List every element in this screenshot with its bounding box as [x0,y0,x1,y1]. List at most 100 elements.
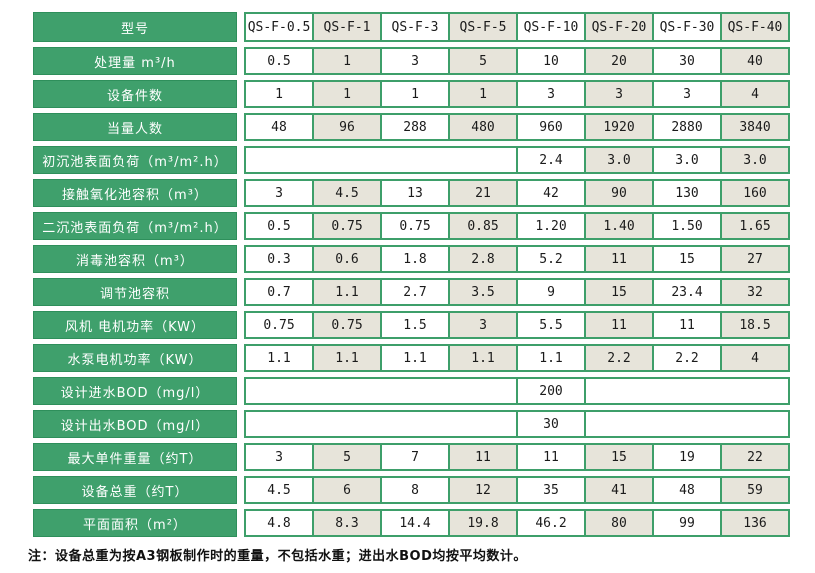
table-row: 消毒池容积（m³） 0.3 0.6 1.8 2.8 5.2 11 15 27 [33,245,790,273]
table-row: 初沉池表面负荷（m³/m².h） 2.4 3.0 3.0 3.0 [33,146,790,174]
table-cell: 15 [584,278,654,306]
table-cell: 13 [380,179,450,207]
table-cell: 0.3 [244,245,314,273]
table-cell: 3 [244,179,314,207]
table-row: 水泵电机功率（KW） 1.1 1.1 1.1 1.1 1.1 2.2 2.2 4 [33,344,790,372]
table-cell: 3 [448,311,518,339]
table-cell: 3.0 [584,146,654,174]
row-cells: 1.1 1.1 1.1 1.1 1.1 2.2 2.2 4 [244,344,790,372]
table-cell: 22 [720,443,790,471]
table-row: 当量人数 48 96 288 480 960 1920 2880 3840 [33,113,790,141]
table-cell: 1.5 [380,311,450,339]
model-header-cell: QS-F-10 [516,12,586,42]
table-cell: 11 [448,443,518,471]
table-cell: 32 [720,278,790,306]
table-cell: 3.0 [720,146,790,174]
table-cell: 1920 [584,113,654,141]
table-cell: 27 [720,245,790,273]
table-cell: 1.20 [516,212,586,240]
table-cell: 3.5 [448,278,518,306]
row-cells: 48 96 288 480 960 1920 2880 3840 [244,113,790,141]
table-cell: 9 [516,278,586,306]
table-cell: 11 [584,311,654,339]
table-row: 接触氧化池容积（m³） 3 4.5 13 21 42 90 130 160 [33,179,790,207]
row-label: 水泵电机功率（KW） [33,344,237,372]
table-cell: 40 [720,47,790,75]
table-cell: 15 [652,245,722,273]
table-cell: 2.2 [652,344,722,372]
table-cell: 96 [312,113,382,141]
row-label: 设备总重（约T） [33,476,237,504]
table-cell: 0.75 [312,311,382,339]
merged-cell [244,410,518,438]
table-cell: 0.75 [244,311,314,339]
table-cell: 480 [448,113,518,141]
table-cell: 0.6 [312,245,382,273]
table-cell: 8 [380,476,450,504]
table-cell: 1.1 [312,344,382,372]
table-cell: 59 [720,476,790,504]
table-cell: 1.8 [380,245,450,273]
table-row: 设备件数 1 1 1 1 3 3 3 4 [33,80,790,108]
table-cell: 8.3 [312,509,382,537]
table-cell: 3 [584,80,654,108]
table-cell: 1.65 [720,212,790,240]
row-cells: 0.5 0.75 0.75 0.85 1.20 1.40 1.50 1.65 [244,212,790,240]
row-cells: 2.4 3.0 3.0 3.0 [244,146,790,174]
table-cell: 4.5 [244,476,314,504]
merged-cell [584,410,790,438]
table-row: 最大单件重量（约T） 3 5 7 11 11 15 19 22 [33,443,790,471]
table-cell: 1 [312,47,382,75]
table-cell: 19.8 [448,509,518,537]
table-cell: 136 [720,509,790,537]
table-cell: 14.4 [380,509,450,537]
table-cell: 6 [312,476,382,504]
table-row: 设计出水BOD（mg/l） 30 [33,410,790,438]
table-cell: 23.4 [652,278,722,306]
table-cell: 2.7 [380,278,450,306]
row-cells: 200 [244,377,790,405]
row-label: 风机 电机功率（KW） [33,311,237,339]
table-cell: 90 [584,179,654,207]
row-label: 设计出水BOD（mg/l） [33,410,237,438]
table-cell: 4.8 [244,509,314,537]
table-cell: 0.75 [380,212,450,240]
merged-cell [584,377,790,405]
row-cells: 0.5 1 3 5 10 20 30 40 [244,47,790,75]
table-header-row: 型号 QS-F-0.5 QS-F-1 QS-F-3 QS-F-5 QS-F-10 QS-F-… [33,12,790,42]
table-cell: 1.50 [652,212,722,240]
table-row: 处理量 m³/h 0.5 1 3 5 10 20 30 40 [33,47,790,75]
table-cell: 0.5 [244,212,314,240]
table-cell: 960 [516,113,586,141]
row-label: 二沉池表面负荷（m³/m².h） [33,212,237,240]
table-row: 风机 电机功率（KW） 0.75 0.75 1.5 3 5.5 11 11 18.5 [33,311,790,339]
model-header-cell: QS-F-3 [380,12,450,42]
table-cell: 3.0 [652,146,722,174]
table-cell: 11 [584,245,654,273]
table-cell: 3 [516,80,586,108]
merged-cell [244,377,518,405]
table-row: 平面面积（m²） 4.8 8.3 14.4 19.8 46.2 80 99 136 [33,509,790,537]
model-header-cell: QS-F-20 [584,12,654,42]
table-cell: 12 [448,476,518,504]
row-label: 初沉池表面负荷（m³/m².h） [33,146,237,174]
table-cell: 1 [312,80,382,108]
table-cell: 1.1 [516,344,586,372]
table-cell: 7 [380,443,450,471]
table-cell: 1.40 [584,212,654,240]
table-cell: 1 [380,80,450,108]
table-cell: 0.7 [244,278,314,306]
table-cell: 10 [516,47,586,75]
table-cell: 11 [652,311,722,339]
model-header-cell: QS-F-30 [652,12,722,42]
table-cell: 2.2 [584,344,654,372]
model-header-cell: QS-F-5 [448,12,518,42]
row-cells: 3 5 7 11 11 15 19 22 [244,443,790,471]
row-label: 最大单件重量（约T） [33,443,237,471]
row-cells: 30 [244,410,790,438]
table-cell: 4 [720,344,790,372]
table-cell: 288 [380,113,450,141]
table-cell: 1 [448,80,518,108]
table-cell: 0.85 [448,212,518,240]
table-cell: 48 [244,113,314,141]
